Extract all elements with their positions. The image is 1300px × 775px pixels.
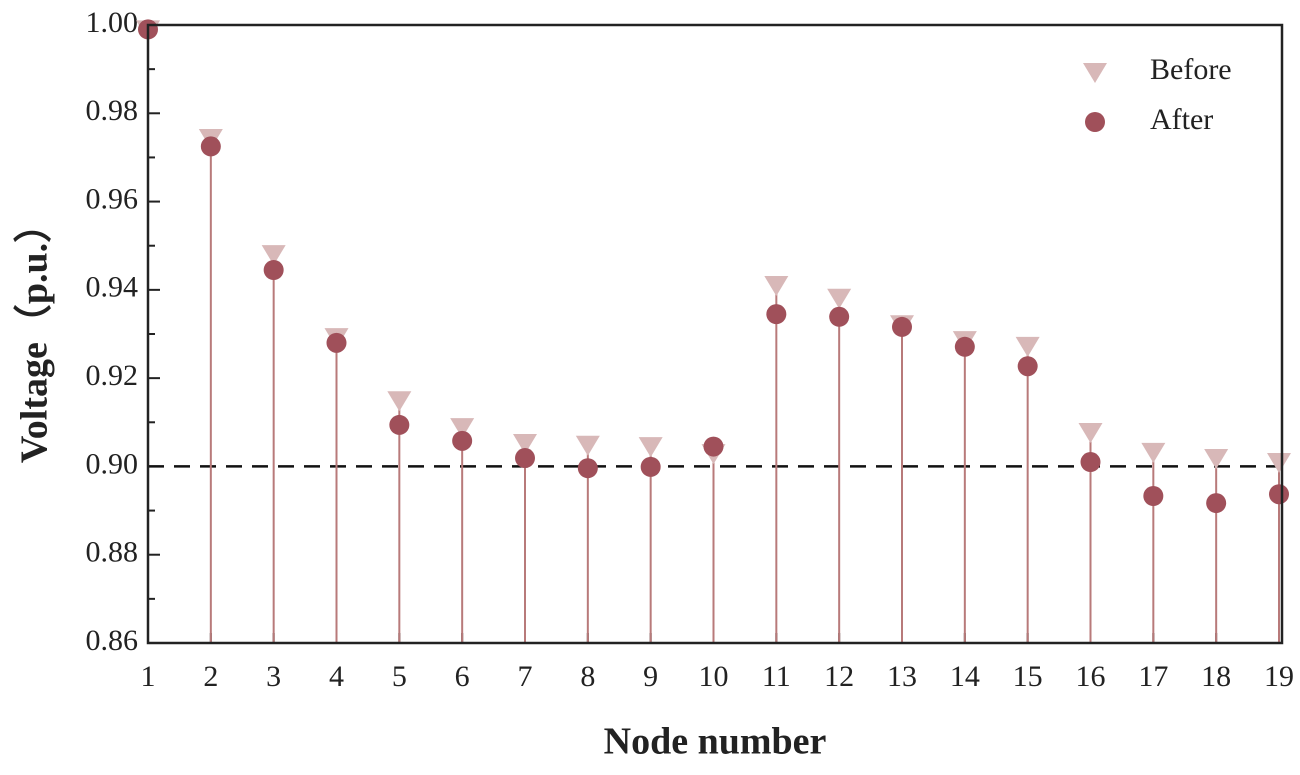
after-marker: [640, 456, 661, 477]
x-tick-label: 3: [266, 660, 281, 693]
x-tick-label: 1: [141, 660, 156, 693]
before-marker: [1078, 422, 1103, 443]
after-marker: [326, 332, 347, 353]
before-marker: [261, 245, 286, 266]
after-marker: [577, 458, 598, 479]
x-tick-label: 18: [1201, 660, 1231, 693]
y-tick-label: 0.92: [86, 359, 139, 392]
y-tick-label: 0.98: [86, 94, 139, 127]
x-tick-label: 13: [887, 660, 917, 693]
x-tick-label: 7: [518, 660, 533, 693]
x-tick-label: 15: [1013, 660, 1043, 693]
before-marker: [1015, 336, 1040, 357]
x-tick-label: 9: [643, 660, 658, 693]
legend-marker: [1085, 112, 1105, 132]
after-marker: [515, 448, 535, 469]
after-marker: [452, 430, 473, 451]
before-marker: [1267, 453, 1291, 474]
before-marker: [764, 276, 789, 297]
legend-marker: [1083, 63, 1107, 83]
y-tick-label: 0.88: [86, 536, 139, 569]
y-tick-label: 0.86: [86, 624, 139, 657]
legend-label: Before: [1150, 53, 1232, 86]
x-tick-label: 16: [1076, 660, 1106, 693]
before-marker: [1141, 442, 1166, 463]
before-marker: [450, 418, 475, 439]
before-marker: [575, 435, 600, 456]
x-tick-label: 11: [762, 660, 791, 693]
y-tick-label: 0.90: [86, 447, 139, 480]
y-axis-title: Voltage（p.u.）: [14, 205, 56, 463]
before-marker: [638, 437, 663, 458]
after-marker: [1017, 356, 1038, 377]
plot-frame: [146, 23, 1284, 645]
x-tick-label: 12: [824, 660, 854, 693]
before-marker: [513, 434, 537, 455]
x-tick-label: 6: [455, 660, 470, 693]
after-marker: [1206, 493, 1227, 514]
x-tick-label: 8: [580, 660, 595, 693]
y-tick-label: 0.96: [86, 182, 139, 215]
x-tick-label: 4: [329, 660, 344, 693]
x-tick-label: 2: [203, 660, 218, 693]
after-marker: [1080, 452, 1101, 473]
x-tick-label: 10: [699, 660, 729, 693]
after-marker: [389, 414, 410, 435]
after-marker: [892, 316, 912, 337]
before-marker: [827, 288, 852, 309]
legend-label: After: [1150, 103, 1213, 136]
x-axis-title: Node number: [604, 721, 827, 763]
x-tick-label: 17: [1138, 660, 1168, 693]
x-tick-label: 19: [1264, 660, 1294, 693]
before-marker: [1204, 449, 1229, 470]
after-marker: [829, 306, 850, 327]
after-marker: [263, 259, 284, 280]
after-marker: [766, 304, 787, 325]
after-marker: [703, 436, 724, 457]
after-marker: [200, 136, 221, 157]
y-tick-label: 0.94: [86, 271, 139, 304]
after-marker: [1143, 486, 1164, 507]
before-marker: [387, 391, 412, 412]
x-tick-label: 14: [950, 660, 980, 693]
after-marker: [1269, 484, 1289, 505]
y-tick-label: 1.00: [86, 6, 139, 39]
x-tick-label: 5: [392, 660, 407, 693]
after-marker: [954, 336, 975, 357]
